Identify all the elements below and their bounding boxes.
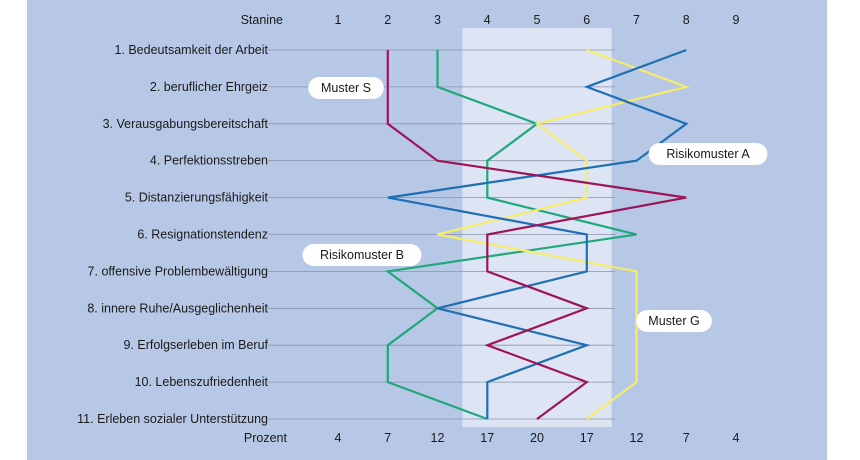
stanine-tick-label: 7 — [633, 13, 640, 27]
prozent-tick-label: 12 — [630, 431, 644, 445]
prozent-tick-label: 12 — [431, 431, 445, 445]
callout-muster-g: Muster G — [636, 310, 712, 332]
prozent-tick-label: 4 — [733, 431, 740, 445]
stanine-tick-label: 3 — [434, 13, 441, 27]
callout-bubble — [308, 77, 384, 99]
prozent-axis-title: Prozent — [244, 431, 288, 445]
prozent-tick-label: 17 — [480, 431, 494, 445]
callout-risikomuster-a: Risikomuster A — [648, 143, 768, 165]
callout-label: Muster G — [648, 314, 699, 328]
category-label: 1. Bedeutsamkeit der Arbeit — [114, 43, 268, 57]
category-label: 8. innere Ruhe/Ausgeglichenheit — [87, 301, 268, 315]
prozent-axis: Prozent 4 7 12 17 20 17 12 7 4 — [244, 431, 740, 445]
stanine-axis-title: Stanine — [241, 13, 283, 27]
stanine-tick-label: 6 — [583, 13, 590, 27]
prozent-tick-label: 7 — [683, 431, 690, 445]
normal-range-band — [462, 28, 612, 427]
category-label: 2. beruflicher Ehrgeiz — [150, 80, 268, 94]
prozent-tick-label: 7 — [384, 431, 391, 445]
category-labels: 1. Bedeutsamkeit der Arbeit 2. berufliche… — [77, 43, 268, 426]
series-line-muster-s — [385, 50, 637, 421]
series-layer — [385, 48, 691, 421]
category-label: 9. Erfolgserleben im Beruf — [123, 338, 268, 352]
prozent-tick-label: 20 — [530, 431, 544, 445]
category-label: 5. Distanzierungsfähigkeit — [125, 191, 269, 205]
series-line-muster-g — [437, 48, 691, 420]
stanine-tick-label: 1 — [335, 13, 342, 27]
series-line-risikomuster-a — [387, 48, 689, 419]
stanine-tick-label: 5 — [534, 13, 541, 27]
category-label: 11. Erleben sozialer Unterstützung — [77, 412, 268, 426]
chart-background — [27, 0, 827, 460]
category-label: 6. Resignationstendenz — [137, 228, 268, 242]
stanine-tick-label: 8 — [683, 13, 690, 27]
callout-bubble — [636, 310, 712, 332]
callout-muster-s: Muster S — [308, 77, 384, 99]
callout-label: Muster S — [321, 81, 371, 95]
category-label: 7. offensive Problembewältigung — [88, 264, 268, 278]
category-label: 4. Perfektionsstreben — [150, 154, 268, 168]
series-callouts: Muster S Muster G Risikomuster A Risikomust… — [302, 77, 768, 332]
callout-risikomuster-b: Risikomuster B — [302, 244, 422, 266]
stanine-axis: Stanine 1 2 3 4 5 6 7 8 9 — [241, 13, 740, 27]
stanine-tick-label: 2 — [384, 13, 391, 27]
stanine-tick-label: 4 — [484, 13, 491, 27]
callout-label: Risikomuster B — [320, 248, 404, 262]
stanine-tick-label: 9 — [733, 13, 740, 27]
series-line-risikomuster-b — [386, 50, 687, 420]
callout-label: Risikomuster A — [666, 147, 750, 161]
callout-bubble — [648, 143, 768, 165]
category-label: 3. Verausgabungsbereitschaft — [103, 117, 269, 131]
category-label: 10. Lebenszufriedenheit — [135, 375, 269, 389]
prozent-tick-label: 4 — [335, 431, 342, 445]
prozent-tick-label: 17 — [580, 431, 594, 445]
callout-bubble — [302, 244, 422, 266]
